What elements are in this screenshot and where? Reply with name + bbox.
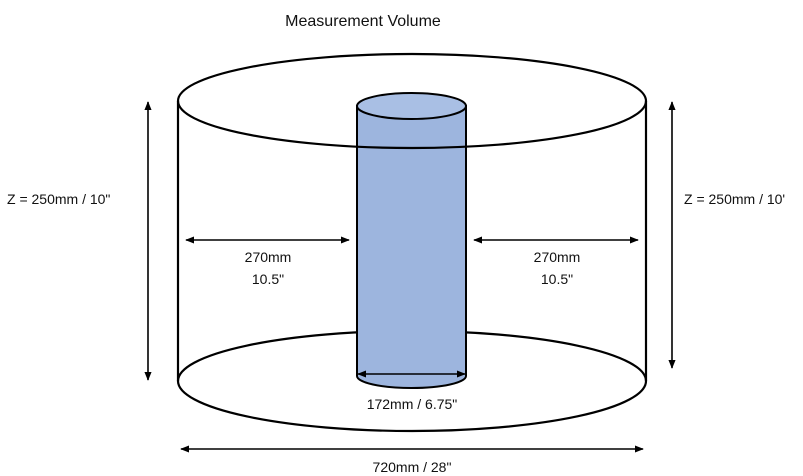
- inner-cylinder-body: [356, 105, 467, 389]
- left-gap-label-mm: 270mm: [245, 249, 292, 265]
- right-gap-label-mm: 270mm: [534, 249, 581, 265]
- height-label-right: Z = 250mm / 10': [684, 191, 785, 207]
- outer-diameter-label: 720mm / 28": [373, 459, 452, 475]
- outer-cylinder-top: [176, 52, 648, 150]
- inner-cylinder-top: [356, 92, 467, 120]
- diagram-title: Measurement Volume: [285, 13, 441, 30]
- height-label-left: Z = 250mm / 10": [7, 191, 110, 207]
- right-gap-label-in: 10.5": [541, 271, 573, 287]
- inner-diameter-label: 172mm / 6.75": [367, 396, 458, 412]
- left-gap-label-in: 10.5": [252, 271, 284, 287]
